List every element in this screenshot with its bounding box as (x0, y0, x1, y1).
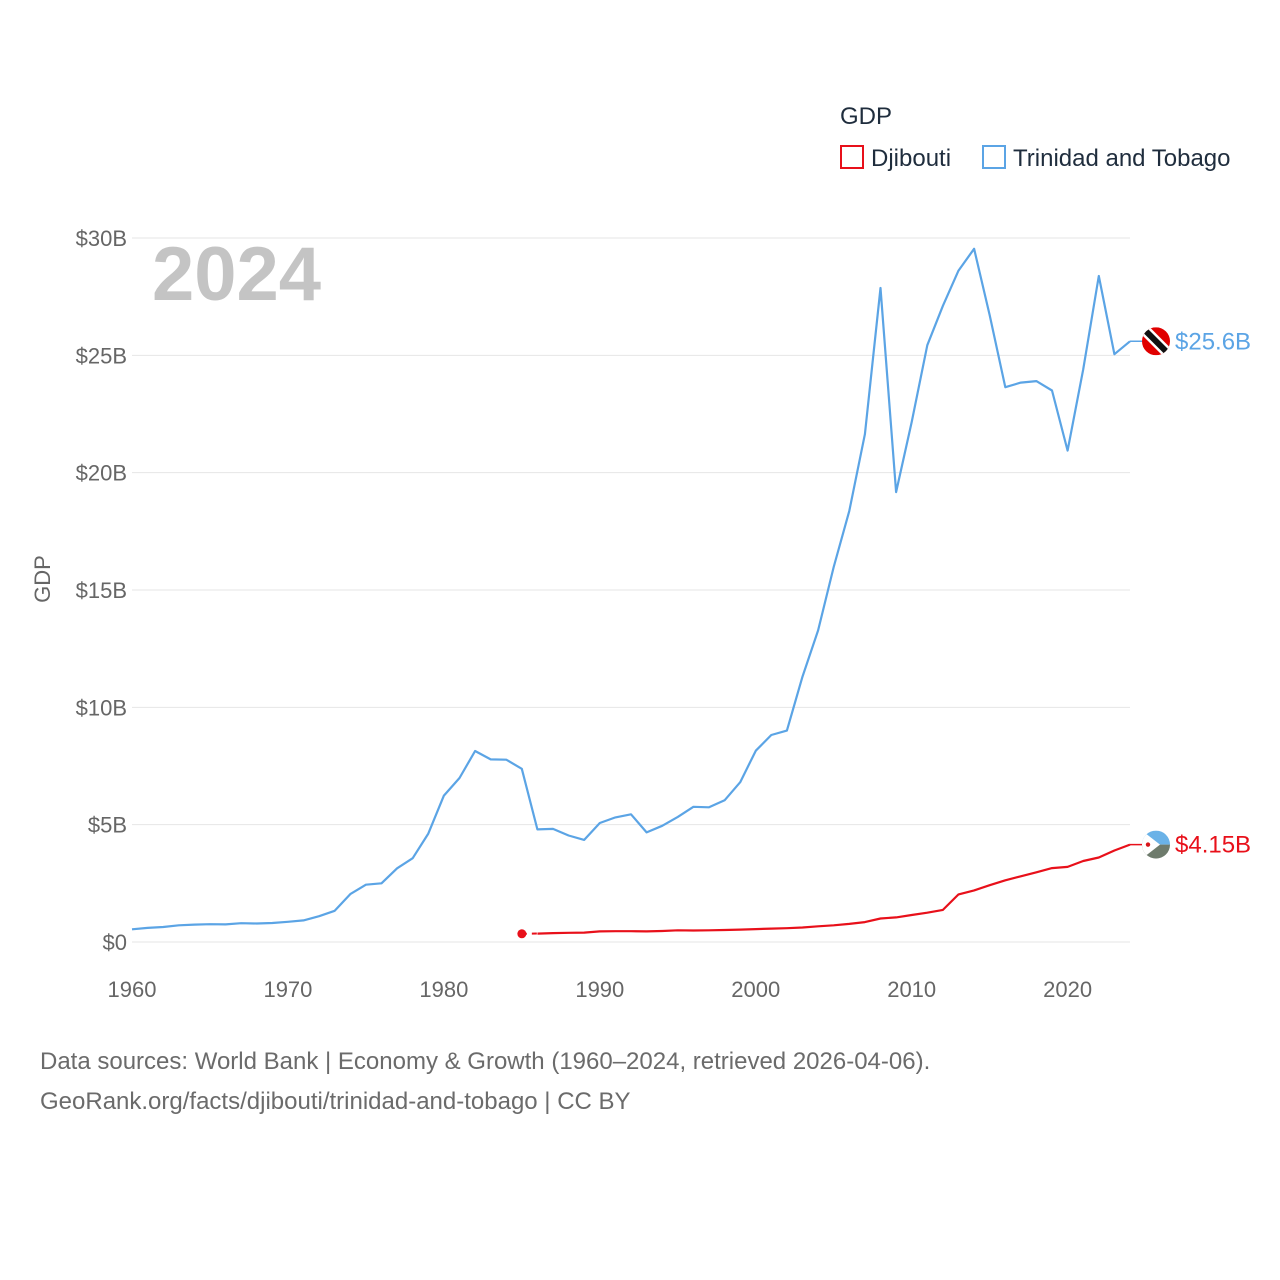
y-tick-label-30b: $30B (76, 226, 127, 251)
series-line-trinidad-and-tobago[interactable] (131, 247, 1131, 931)
series-line-djibouti[interactable] (521, 843, 1131, 935)
x-tick-label-2010: 2010 (887, 977, 936, 1002)
y-tick-label-5b: $5B (88, 813, 127, 838)
x-tick-label-1960: 1960 (108, 977, 157, 1002)
djibouti-flag-icon (1142, 830, 1170, 859)
x-tick-label-1970: 1970 (263, 977, 312, 1002)
trinidad-and-tobago-flag-icon (1142, 327, 1170, 356)
legend-label-trinidad-and-tobago: Trinidad and Tobago (1013, 145, 1231, 172)
end-label-trinidad-and-tobago: $25.6B (1175, 328, 1251, 355)
x-tick-label-2020: 2020 (1043, 977, 1092, 1002)
y-axis-ticks: $0 $5B $10B $15B $20B $25B $30B (76, 226, 127, 955)
legend-swatch-trinidad-and-tobago (982, 145, 1006, 169)
legend-item-djibouti[interactable]: Djibouti (840, 145, 951, 172)
footer: Data sources: World Bank | Economy & Gro… (40, 1042, 1240, 1122)
y-tick-label-0: $0 (103, 930, 127, 955)
footer-sources: Data sources: World Bank | Economy & Gro… (40, 1048, 931, 1075)
y-tick-label-15b: $15B (76, 578, 127, 603)
x-axis-ticks: 1960 1970 1980 1990 2000 2010 2020 (108, 977, 1093, 1002)
series-end-markers: $4.15B $25.6B (1130, 327, 1251, 859)
legend-item-trinidad-and-tobago[interactable]: Trinidad and Tobago (982, 145, 1231, 172)
legend: GDP Djibouti Trinidad and Tobago (840, 103, 1231, 172)
x-tick-label-2000: 2000 (731, 977, 780, 1002)
y-tick-label-20b: $20B (76, 461, 127, 486)
legend-title: GDP (840, 103, 892, 130)
legend-swatch-djibouti (840, 145, 864, 169)
x-tick-label-1980: 1980 (419, 977, 468, 1002)
x-tick-label-1990: 1990 (575, 977, 624, 1002)
series-lines (131, 247, 1131, 939)
legend-label-djibouti: Djibouti (871, 145, 951, 172)
y-tick-label-10b: $10B (76, 695, 127, 720)
gridlines (132, 237, 1130, 943)
y-axis-title: GDP (30, 555, 55, 603)
end-label-djibouti: $4.15B (1175, 832, 1251, 859)
year-label: 2024 (152, 232, 321, 317)
y-tick-label-25b: $25B (76, 343, 127, 368)
series-start-point-djibouti (517, 929, 527, 939)
footer-attribution: GeoRank.org/facts/djibouti/trinidad-and-… (40, 1088, 631, 1115)
